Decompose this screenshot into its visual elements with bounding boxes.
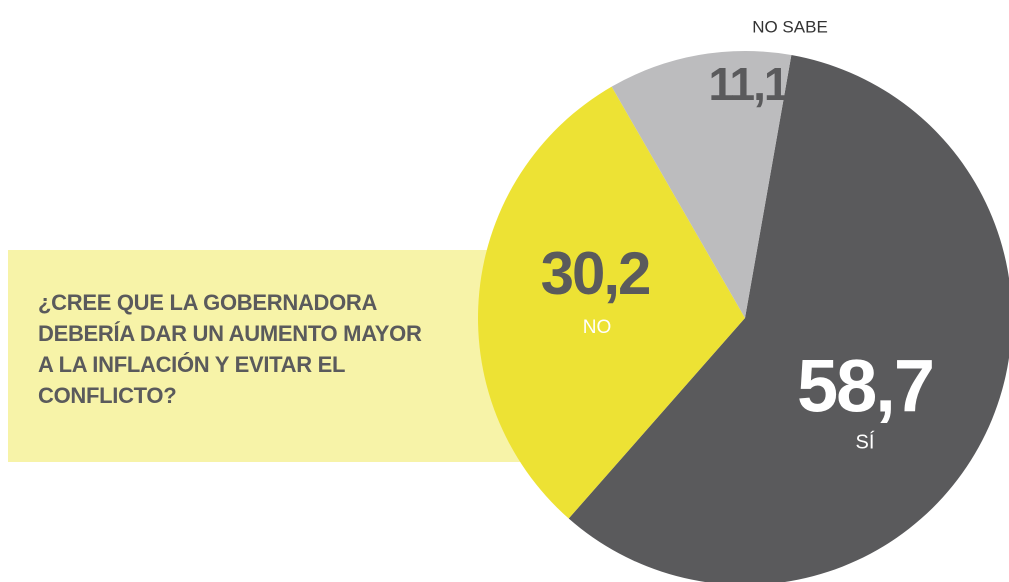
pie-slice xyxy=(568,55,1009,582)
chart-title: ¿CREE QUE LA GOBERNADORA DEBERÍA DAR UN … xyxy=(38,290,422,408)
value-label: 30,2 xyxy=(541,240,650,307)
category-label: NO xyxy=(583,317,612,338)
pie-slice xyxy=(478,86,745,519)
value-label: 11,1 xyxy=(709,58,789,110)
category-label: SÍ xyxy=(856,430,875,453)
category-label: NO SABE xyxy=(752,17,828,36)
pie-slice xyxy=(611,50,792,318)
value-label: 58,7 xyxy=(797,345,933,428)
